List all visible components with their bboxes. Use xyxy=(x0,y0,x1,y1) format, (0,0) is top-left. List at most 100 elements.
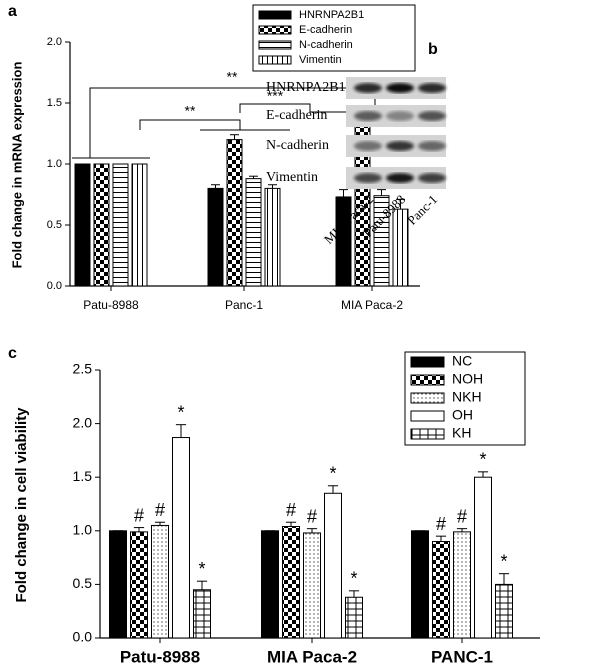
legend-swatch xyxy=(410,356,445,368)
blot-band xyxy=(386,111,414,121)
bar xyxy=(151,524,169,639)
significance-mark: * xyxy=(500,551,507,571)
bar xyxy=(172,437,190,639)
blot-band xyxy=(354,141,382,151)
bar xyxy=(112,163,129,287)
y-tick-label: 0.5 xyxy=(73,575,93,591)
bar xyxy=(411,530,429,639)
blot-lane-label: Panc-1 xyxy=(404,192,440,228)
panel-label: c xyxy=(8,345,17,362)
legend-swatch xyxy=(410,410,445,422)
y-tick-label: 2.5 xyxy=(73,361,93,377)
significance-bracket xyxy=(89,87,376,158)
x-tick-label: Panc-1 xyxy=(225,298,263,312)
significance-mark: * xyxy=(198,559,205,579)
error-bar xyxy=(327,485,339,494)
bar xyxy=(207,187,224,287)
x-tick-label: Patu-8988 xyxy=(83,298,139,312)
y-tick-label: 0.5 xyxy=(47,219,62,231)
significance-label: ** xyxy=(185,103,196,119)
legend-label: NKH xyxy=(452,389,482,405)
y-tick-label: 1.5 xyxy=(47,97,62,109)
error-bar xyxy=(498,573,510,585)
bar xyxy=(226,139,243,287)
y-axis-label: Fold change in cell viability xyxy=(13,407,30,603)
y-tick-label: 1.0 xyxy=(47,158,62,170)
legend-label: N-cadherin xyxy=(299,39,353,51)
legend-swatch xyxy=(258,10,292,20)
error-bar xyxy=(435,535,447,542)
error-bar xyxy=(196,580,208,590)
legend-label: HNRNPA2B1 xyxy=(299,9,364,21)
blot-band xyxy=(354,173,382,183)
error-bar xyxy=(133,527,145,532)
significance-bracket xyxy=(239,103,311,113)
bar xyxy=(130,531,148,639)
y-tick-label: 1.0 xyxy=(73,522,93,538)
blot-band xyxy=(386,83,414,93)
y-tick-label: 1.5 xyxy=(73,468,93,484)
legend-label: OH xyxy=(452,407,473,423)
error-bar xyxy=(268,184,277,189)
bar xyxy=(303,532,321,639)
legend-swatch xyxy=(410,428,445,440)
blot-band xyxy=(386,141,414,151)
panel-label: a xyxy=(8,3,17,20)
bar xyxy=(392,208,409,287)
legend-swatch xyxy=(258,25,292,35)
legend-label: NOH xyxy=(452,371,483,387)
bar xyxy=(495,583,513,639)
bar xyxy=(324,492,342,639)
blot-band xyxy=(418,173,446,183)
significance-mark: # xyxy=(457,506,467,526)
significance-mark: # xyxy=(155,500,165,520)
blot-band xyxy=(418,111,446,121)
significance-label: *** xyxy=(267,88,284,104)
legend-label: KH xyxy=(452,425,471,441)
blot-band xyxy=(354,83,382,93)
y-axis-label: Fold change in mRNA expression xyxy=(9,62,24,269)
y-tick-label: 0.0 xyxy=(47,280,62,292)
legend-swatch xyxy=(258,40,292,50)
bar xyxy=(432,541,450,639)
error-bar xyxy=(339,189,348,197)
error-bar xyxy=(249,175,258,179)
bar xyxy=(282,526,300,639)
significance-mark: * xyxy=(350,569,357,589)
error-bar xyxy=(211,184,220,189)
bar xyxy=(93,163,110,287)
error-bar xyxy=(348,590,360,598)
error-bar xyxy=(396,198,405,210)
bar xyxy=(193,589,211,639)
bar xyxy=(474,476,492,639)
error-bar xyxy=(154,521,166,526)
bar xyxy=(109,530,127,639)
bar xyxy=(261,530,279,639)
legend-label: Vimentin xyxy=(299,54,342,66)
blot-row-label: E-cadherin xyxy=(266,108,327,123)
bar xyxy=(453,531,471,639)
significance-bracket xyxy=(139,119,241,130)
panel-label: b xyxy=(428,41,438,58)
bar xyxy=(245,178,262,287)
error-bar xyxy=(230,134,239,140)
x-tick-label: Patu-8988 xyxy=(120,647,200,666)
significance-label: ** xyxy=(227,69,238,85)
x-tick-label: MIA Paca-2 xyxy=(341,298,403,312)
bar xyxy=(345,596,363,639)
y-tick-label: 2.0 xyxy=(47,36,62,48)
bar xyxy=(131,163,148,287)
blot-band xyxy=(354,111,382,121)
blot-band xyxy=(418,83,446,93)
significance-mark: # xyxy=(436,514,446,534)
legend-label: NC xyxy=(452,353,472,369)
legend-label: E-cadherin xyxy=(299,24,352,36)
error-bar xyxy=(456,528,468,532)
blot-band xyxy=(386,173,414,183)
y-tick-label: 0.0 xyxy=(73,629,93,645)
legend-swatch xyxy=(410,392,445,404)
significance-mark: # xyxy=(307,506,317,526)
blot-band xyxy=(418,141,446,151)
error-bar xyxy=(477,471,489,478)
